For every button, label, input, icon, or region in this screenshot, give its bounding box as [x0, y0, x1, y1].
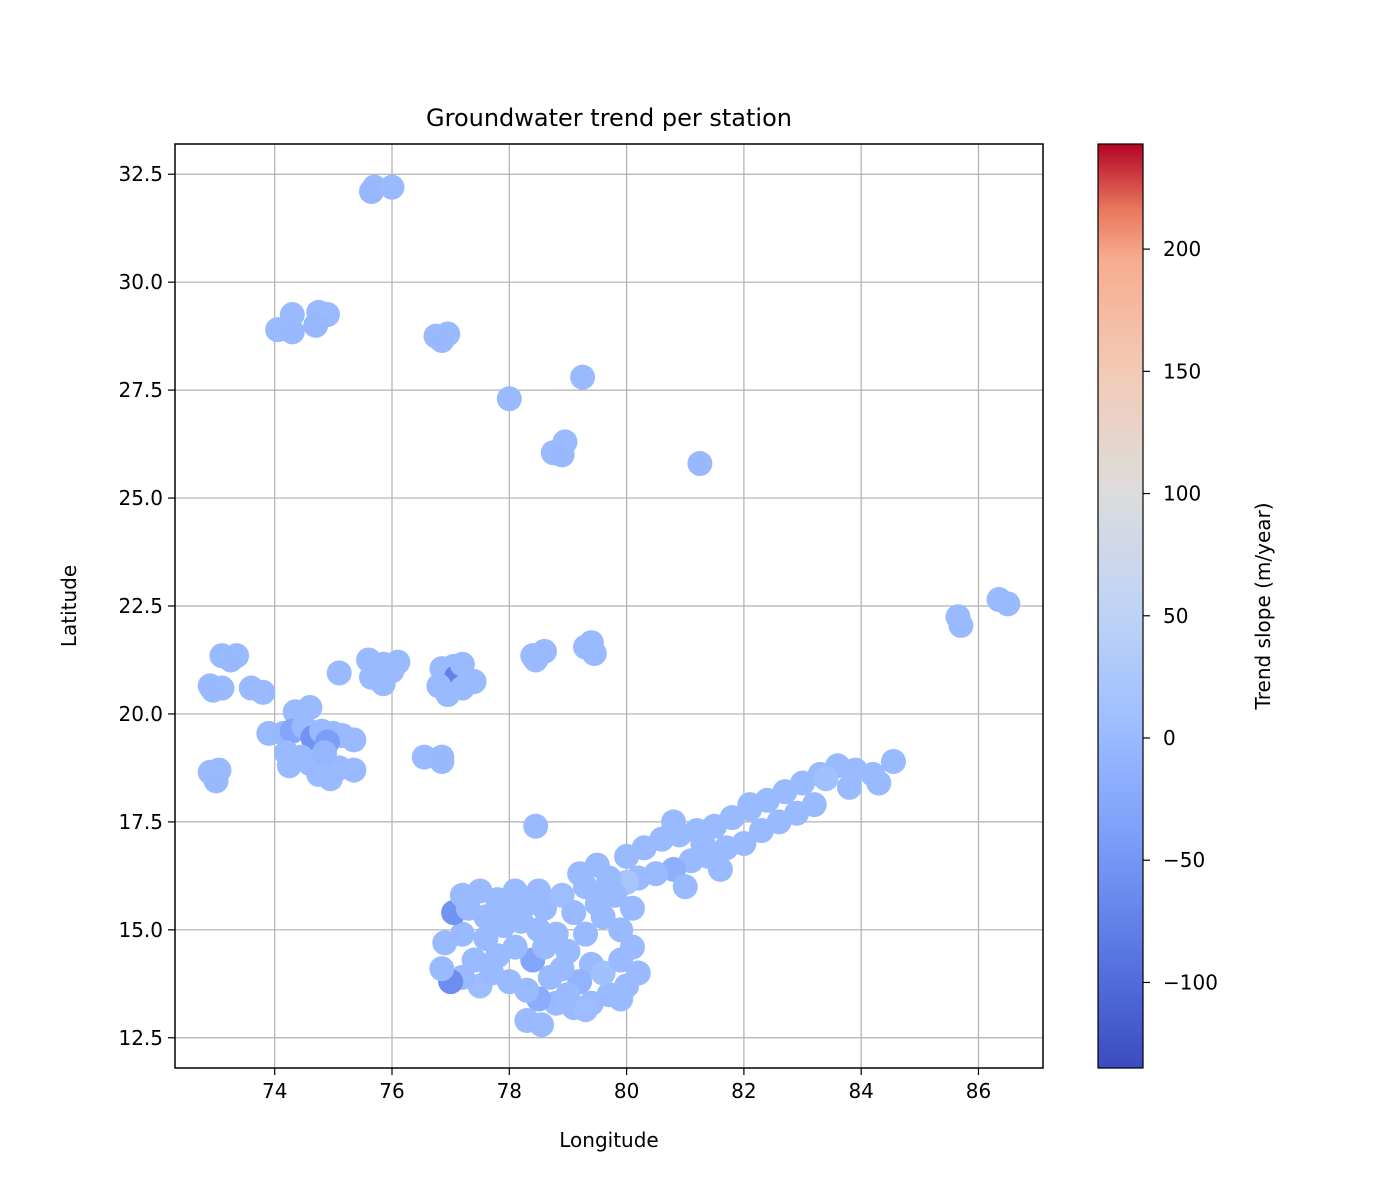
- station-point: [661, 809, 687, 835]
- station-point: [523, 813, 549, 839]
- station-point: [200, 677, 226, 703]
- y-tick-label: 12.5: [118, 1026, 163, 1050]
- x-axis-ticks: 74 76 78 80 82 84 86: [262, 1068, 991, 1103]
- station-point: [297, 694, 323, 720]
- station-point: [429, 748, 455, 774]
- colorbar-tick-label: 100: [1163, 482, 1201, 506]
- station-point: [276, 753, 302, 779]
- colorbar-tick-label: 0: [1163, 726, 1176, 750]
- colorbar-tick-label: 150: [1163, 359, 1201, 383]
- station-point: [341, 727, 367, 753]
- station-point: [866, 770, 892, 796]
- colorbar-tick-label: 200: [1163, 237, 1201, 261]
- station-point: [496, 900, 522, 926]
- y-tick-label: 20.0: [118, 702, 163, 726]
- station-point: [496, 386, 522, 412]
- colorbar-tick-label: −50: [1163, 848, 1205, 872]
- station-point: [567, 861, 593, 887]
- station-point: [250, 679, 276, 705]
- station-point: [707, 856, 733, 882]
- station-point: [573, 921, 599, 947]
- station-point: [303, 312, 329, 338]
- station-point: [948, 612, 974, 638]
- station-point: [514, 977, 540, 1003]
- station-point: [526, 878, 552, 904]
- station-point: [690, 830, 716, 856]
- station-point: [880, 748, 906, 774]
- y-tick-label: 17.5: [118, 810, 163, 834]
- station-point: [573, 997, 599, 1023]
- x-tick-label: 76: [379, 1079, 404, 1103]
- station-point: [608, 986, 634, 1012]
- station-point: [455, 895, 481, 921]
- station-point: [672, 874, 698, 900]
- colorbar-ticks: −100 −50 0 50 100 150 200: [1143, 237, 1218, 994]
- x-tick-label: 84: [848, 1079, 873, 1103]
- station-point: [473, 925, 499, 951]
- station-point: [737, 792, 763, 818]
- station-point: [813, 766, 839, 792]
- station-point: [561, 900, 587, 926]
- x-tick-label: 86: [966, 1079, 991, 1103]
- colorbar: [1097, 143, 1144, 1069]
- colorbar-tick-label: −100: [1163, 970, 1218, 994]
- y-tick-label: 22.5: [118, 594, 163, 618]
- station-point: [549, 442, 575, 468]
- colorbar-label: Trend slope (m/year): [1251, 502, 1275, 710]
- station-point: [461, 947, 487, 973]
- colorbar-tick-label: 50: [1163, 604, 1188, 628]
- station-point: [279, 319, 305, 345]
- station-point: [687, 451, 713, 477]
- y-tick-label: 15.0: [118, 918, 163, 942]
- x-tick-label: 80: [614, 1079, 639, 1103]
- x-tick-label: 74: [262, 1079, 287, 1103]
- station-point: [449, 651, 475, 677]
- station-point: [555, 982, 581, 1008]
- y-tick-label: 27.5: [118, 378, 163, 402]
- station-point: [995, 591, 1021, 617]
- station-point: [379, 658, 405, 684]
- station-point: [590, 960, 616, 986]
- x-tick-label: 78: [497, 1079, 522, 1103]
- station-point: [748, 818, 774, 844]
- station-point: [449, 921, 475, 947]
- station-point: [608, 947, 634, 973]
- station-point: [429, 327, 455, 353]
- y-axis-ticks: 12.5 15.0 17.5 20.0 22.5 25.0 27.5 30.0 32.5: [118, 162, 175, 1050]
- station-point: [341, 757, 367, 783]
- y-axis-label: Latitude: [57, 565, 81, 647]
- station-point: [312, 740, 338, 766]
- station-point: [570, 364, 596, 390]
- station-point: [379, 174, 405, 200]
- station-point: [529, 1012, 555, 1038]
- station-point: [203, 768, 229, 794]
- x-axis-label: Longitude: [559, 1128, 658, 1152]
- station-point: [619, 895, 645, 921]
- station-point: [218, 647, 244, 673]
- station-point: [549, 956, 575, 982]
- station-point: [581, 640, 607, 666]
- station-point: [596, 874, 622, 900]
- station-point: [358, 178, 384, 204]
- station-points: [197, 174, 1021, 1038]
- station-point: [523, 647, 549, 673]
- y-tick-label: 25.0: [118, 486, 163, 510]
- chart-title: Groundwater trend per station: [426, 104, 792, 132]
- y-tick-label: 30.0: [118, 270, 163, 294]
- station-point: [429, 956, 455, 982]
- station-point: [326, 660, 352, 686]
- station-point: [836, 774, 862, 800]
- y-tick-label: 32.5: [118, 162, 163, 186]
- station-point: [531, 934, 557, 960]
- x-tick-label: 82: [731, 1079, 756, 1103]
